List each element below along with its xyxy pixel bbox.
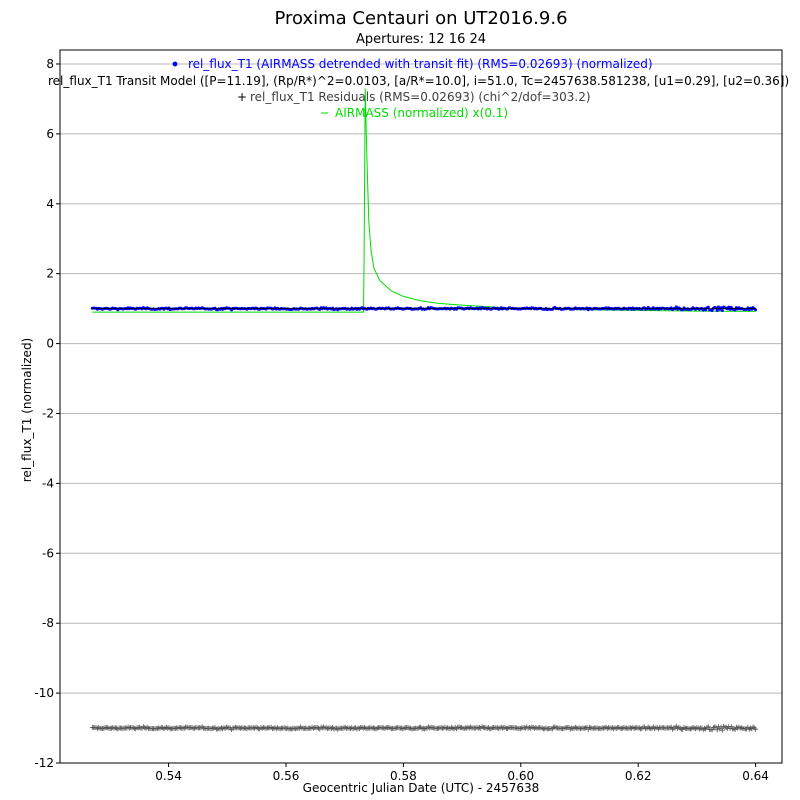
residual-point — [310, 725, 316, 731]
residual-point — [621, 725, 627, 730]
residual-point — [709, 727, 715, 733]
legend-label-transit-model: rel_flux_T1 Transit Model ([P=11.19], (R… — [48, 74, 789, 88]
grid-lines — [60, 63, 782, 694]
residual-point — [263, 726, 269, 731]
residual-point — [395, 725, 401, 730]
residual-point — [232, 724, 238, 730]
axis-ticks: 8 6 4 2 0 -2 -4 -6 -8 -10 -12 0.54 0.56 0.58 0.60 0.62 0… — [34, 57, 769, 783]
residual-point — [386, 724, 392, 730]
x-tick-label: 0.62 — [625, 769, 652, 783]
airmass-line — [92, 88, 756, 313]
residuals-series — [89, 723, 759, 733]
y-axis-label: rel_flux_T1 (normalized) — [20, 338, 34, 482]
residual-point — [211, 725, 217, 731]
x-tick-label: 0.54 — [155, 769, 182, 783]
residual-point — [293, 726, 298, 732]
flux-point — [720, 309, 724, 312]
residual-point — [696, 726, 702, 732]
residual-point — [524, 724, 530, 730]
residual-point — [572, 724, 578, 730]
x-tick-label: 0.58 — [390, 769, 417, 783]
y-tick-label: 2 — [46, 267, 54, 281]
y-tick-label: -8 — [42, 616, 54, 630]
chart-subtitle: Apertures: 12 16 24 — [356, 32, 486, 47]
residual-point — [713, 724, 719, 730]
residual-point — [342, 724, 348, 730]
residual-point — [96, 725, 102, 731]
residual-point — [364, 726, 370, 732]
y-tick-label: 4 — [46, 197, 54, 211]
residual-point — [285, 725, 291, 731]
legend-marker-detrended — [172, 61, 178, 67]
residual-point — [271, 725, 277, 731]
residual-point — [415, 725, 421, 731]
residual-point — [222, 725, 228, 731]
residual-point — [705, 724, 711, 730]
residual-point — [391, 726, 397, 732]
residual-point — [137, 724, 143, 730]
y-tick-label: -4 — [42, 476, 54, 490]
residual-point — [181, 725, 187, 731]
residual-point — [505, 726, 511, 731]
residual-point — [714, 727, 720, 733]
residual-point — [751, 725, 757, 731]
residual-point — [636, 725, 642, 731]
plot-frame — [59, 49, 783, 764]
residual-point — [521, 725, 527, 731]
residual-point — [335, 726, 341, 732]
residual-point — [723, 724, 729, 730]
legend-label-detrended: rel_flux_T1 (AIRMASS detrended with tran… — [188, 57, 653, 71]
residual-point — [488, 726, 494, 732]
y-tick-label: -6 — [42, 546, 54, 560]
residual-point — [561, 726, 567, 731]
flux-point — [706, 305, 710, 309]
chart-title: Proxima Centauri on UT2016.9.6 — [274, 8, 567, 29]
residual-point — [616, 725, 622, 730]
flux-point — [715, 309, 719, 312]
residual-point — [719, 727, 725, 733]
legend-label-airmass: AIRMASS (normalized) x(0.1) — [335, 106, 508, 120]
x-tick-label: 0.64 — [742, 769, 769, 783]
residual-point — [327, 725, 333, 731]
residual-point — [736, 724, 742, 730]
legend-label-residuals: rel_flux_T1 Residuals (RMS=0.02693) (chi… — [250, 90, 591, 104]
y-tick-label: 6 — [46, 127, 54, 141]
residual-point — [450, 725, 456, 731]
flux-point — [733, 308, 737, 312]
legend: rel_flux_T1 (AIRMASS detrended with tran… — [48, 57, 789, 120]
residual-point — [581, 725, 587, 731]
x-axis-label: Geocentric Julian Date (UTC) - 2457638 — [303, 781, 540, 795]
x-tick-label: 0.60 — [507, 769, 534, 783]
residual-point — [557, 725, 563, 731]
residual-point — [517, 726, 523, 732]
plot-area — [89, 88, 759, 733]
residual-point — [133, 726, 139, 732]
residual-point — [400, 726, 406, 732]
y-tick-label: -10 — [34, 686, 54, 700]
residual-point — [739, 725, 744, 731]
y-tick-label: -2 — [42, 406, 54, 420]
residual-point — [753, 726, 759, 732]
residual-point — [702, 725, 707, 731]
residual-point — [468, 724, 474, 730]
flux-point — [674, 305, 678, 309]
residual-point — [543, 725, 549, 731]
residual-point — [594, 725, 600, 731]
legend-marker-residuals: + — [237, 90, 247, 104]
y-tick-label: 0 — [46, 337, 54, 351]
residual-point — [105, 725, 111, 731]
y-tick-label: 8 — [46, 57, 54, 71]
residual-point — [244, 726, 250, 732]
x-tick-label: 0.56 — [273, 769, 300, 783]
residual-point — [627, 725, 633, 731]
residual-point — [382, 726, 388, 731]
residual-point — [157, 725, 163, 731]
residual-point — [567, 726, 573, 732]
y-tick-label: -12 — [34, 756, 54, 770]
residual-point — [144, 724, 150, 730]
flux-point — [717, 305, 720, 309]
